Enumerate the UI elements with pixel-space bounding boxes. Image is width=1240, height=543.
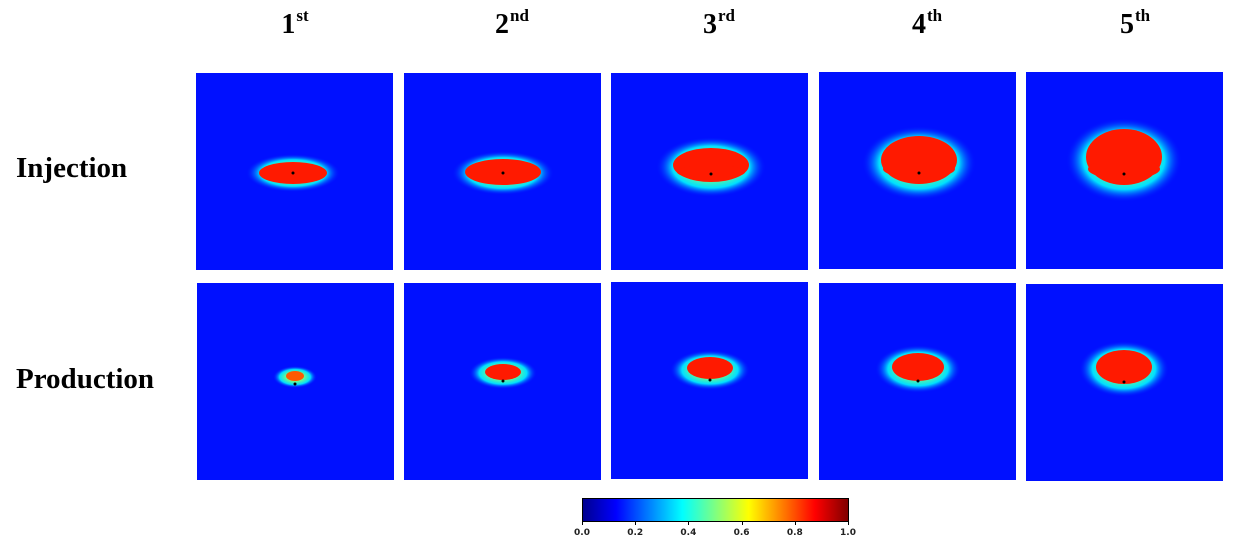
column-header-4th: 4th (911, 6, 943, 40)
colorbar-tick-mark (794, 521, 796, 525)
column-header-1st: 1st (281, 6, 309, 40)
row-label-production: Production (16, 363, 155, 395)
colorbar-tick-label: 1.0 (840, 528, 856, 538)
column-header-2nd: 2nd (495, 6, 529, 40)
colorbar-tick-mark (848, 521, 849, 525)
injection-panel-4th (819, 72, 1016, 269)
injection-panel-1st (196, 73, 393, 270)
production-panel-5th (1026, 284, 1223, 481)
colorbar-tick-label: 0.0 (574, 528, 590, 538)
column-header-3rd: 3rd (703, 6, 735, 40)
row-label-injection: Injection (16, 152, 128, 184)
injection-panel-3rd (611, 73, 808, 270)
injection-panel-5th (1026, 72, 1223, 269)
colorbar-tick-mark (635, 521, 637, 525)
production-panel-2nd (404, 283, 601, 480)
production-panel-3rd (611, 282, 808, 479)
colorbar-tick-label: 0.4 (680, 528, 697, 538)
production-panel-1st (197, 283, 394, 480)
column-header-5th: 5th (1119, 6, 1151, 40)
injection-panel-2nd (404, 73, 601, 270)
colorbar-tick-label: 0.8 (786, 528, 803, 538)
colorbar-tick-mark (741, 521, 743, 525)
colorbar-tick-label: 0.2 (627, 528, 644, 538)
colorbar-tick-mark (688, 521, 690, 525)
colorbar-tick-label: 0.6 (733, 528, 750, 538)
colorbar (582, 498, 849, 522)
production-panel-4th (819, 283, 1016, 480)
colorbar-tick-mark (582, 521, 583, 525)
